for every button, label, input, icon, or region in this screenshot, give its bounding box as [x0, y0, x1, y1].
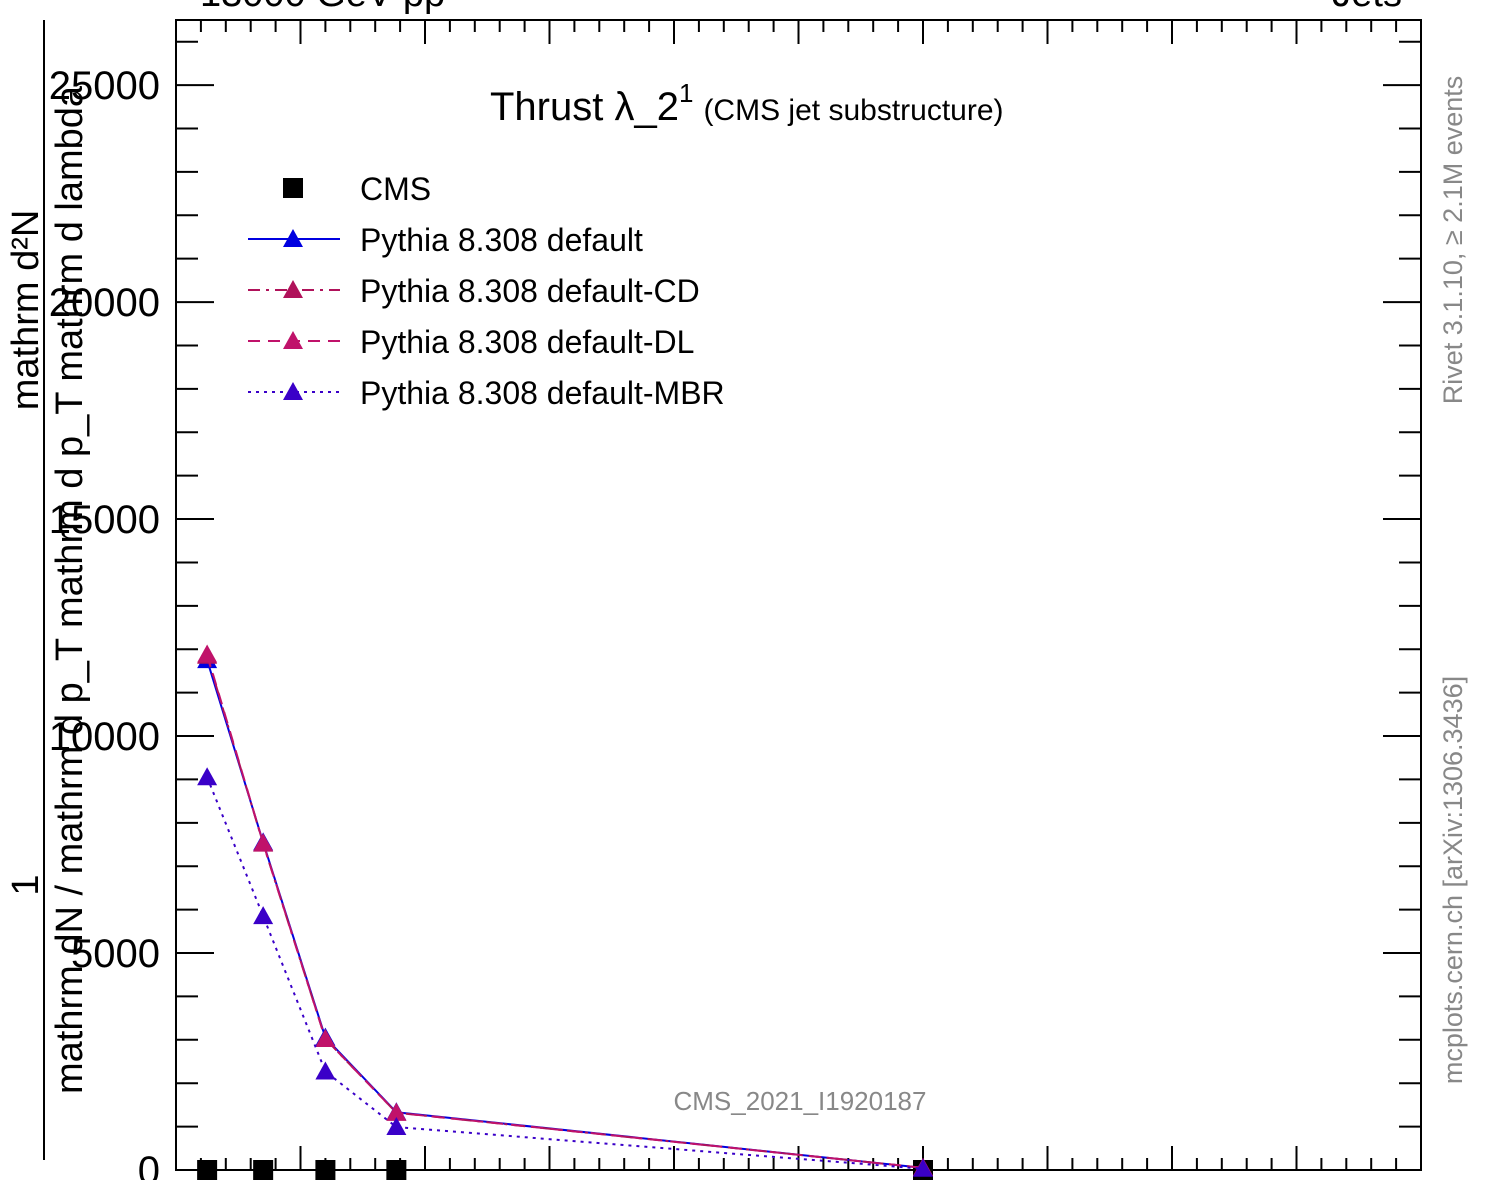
data-point	[253, 906, 274, 925]
y-axis-label: 1 mathrm d²N mathrm dN / mathrm d p_T ma…	[5, 20, 91, 1160]
y-label-denominator: mathrm dN / mathrm d p_T mathrm d p_T ma…	[49, 85, 91, 1094]
analysis-label: CMS_2021_I1920187	[674, 1086, 927, 1116]
legend-label: Pythia 8.308 default	[360, 222, 643, 258]
rivet-version-label: Rivet 3.1.10, ≥ 2.1M events	[1438, 76, 1468, 404]
y-tick-labels: 0 5000 10000 15000 20000 25000	[49, 64, 160, 1180]
legend-item: Pythia 8.308 default-MBR	[248, 375, 725, 411]
data-point	[315, 1028, 336, 1047]
y-tick-label: 5000	[71, 932, 160, 976]
series-pythia-8-308-default-mbr	[197, 767, 933, 1177]
legend: CMS Pythia 8.308 default Pythia 8.308 defa…	[248, 171, 725, 411]
mcplots-label: mcplots.cern.ch [arXiv:1306.3436]	[1438, 676, 1468, 1084]
chart-subtitle: (CMS jet substructure)	[703, 94, 1003, 127]
y-label-numerator-full: mathrm d²N	[5, 210, 47, 411]
chart-title-main: Thrust λ_2	[490, 85, 679, 129]
data-point	[197, 644, 218, 663]
legend-marker	[283, 382, 303, 400]
data-point	[386, 1102, 407, 1121]
data-point	[315, 1061, 336, 1080]
y-tick-label: 25000	[49, 64, 160, 108]
data-point	[197, 1160, 218, 1180]
legend-label: Pythia 8.308 default-DL	[360, 324, 694, 360]
data-point	[913, 1158, 933, 1177]
chart-title-superscript: 1	[679, 78, 693, 108]
y-tick-label: 0	[138, 1149, 160, 1180]
legend-item: Pythia 8.308 default	[248, 222, 643, 258]
y-tick-label: 20000	[49, 281, 160, 325]
legend-marker	[283, 229, 303, 247]
legend-label: Pythia 8.308 default-MBR	[360, 375, 725, 411]
data-point	[197, 767, 218, 786]
legend-label: CMS	[360, 171, 431, 207]
legend-item: Pythia 8.308 default-CD	[248, 273, 700, 309]
header-process-label: 13000 GeV pp	[200, 0, 445, 15]
legend-item: CMS	[283, 171, 431, 207]
data-point	[253, 1160, 274, 1180]
y-tick-label: 10000	[49, 715, 160, 759]
data-point	[386, 1160, 407, 1180]
y-tick-label: 15000	[49, 498, 160, 542]
data-point	[386, 1117, 407, 1136]
legend-marker	[283, 178, 303, 198]
legend-item: Pythia 8.308 default-DL	[248, 324, 694, 360]
series-layer	[197, 644, 933, 1180]
data-point	[315, 1160, 336, 1180]
header-observable-label: Jets	[1332, 0, 1402, 15]
legend-label: Pythia 8.308 default-CD	[360, 273, 700, 309]
axis-ticks	[175, 20, 1422, 1171]
chart-title: Thrust λ_21 (CMS jet substructure)	[490, 78, 1004, 129]
legend-marker	[283, 331, 303, 349]
y-label-numerator: 1	[5, 874, 47, 895]
legend-marker	[283, 280, 303, 298]
data-point	[253, 833, 274, 852]
